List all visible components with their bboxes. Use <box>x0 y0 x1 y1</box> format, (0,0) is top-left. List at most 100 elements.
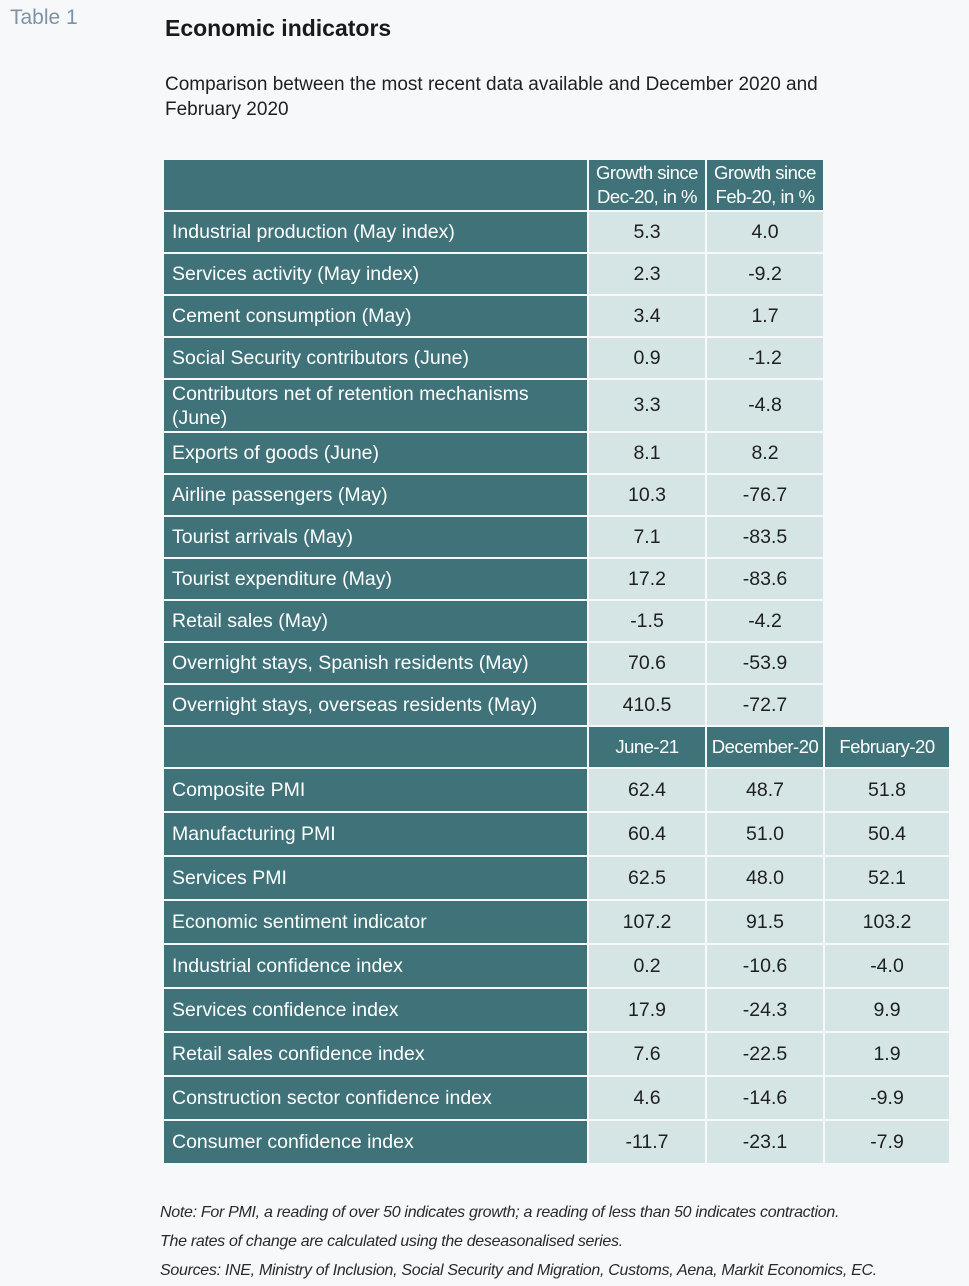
row-label: Airline passengers (May) <box>164 475 587 515</box>
note-sources: Sources: INE, Ministry of Inclusion, Soc… <box>160 1262 877 1279</box>
row-value: 410.5 <box>589 685 705 725</box>
table-row: Tourist arrivals (May) 7.1 -83.5 <box>164 517 949 557</box>
table-row: Industrial production (May index) 5.3 4.0 <box>164 212 949 252</box>
header-growth-feb20: Growth since Feb-20, in % <box>707 160 823 210</box>
table-row: Industrial confidence index 0.2 -10.6 -4.0 <box>164 945 949 987</box>
growth-header-row: Growth since Dec-20, in % Growth since F… <box>164 160 949 210</box>
row-value: 52.1 <box>825 857 949 899</box>
row-value: 0.9 <box>589 338 705 378</box>
row-value: 17.2 <box>589 559 705 599</box>
row-value: 7.1 <box>589 517 705 557</box>
table-row: Overnight stays, Spanish residents (May)… <box>164 643 949 683</box>
economic-indicators-table: Growth since Dec-20, in % Growth since F… <box>162 158 951 1165</box>
row-value: 17.9 <box>589 989 705 1031</box>
table-row: Retail sales (May) -1.5 -4.2 <box>164 601 949 641</box>
row-value: 2.3 <box>589 254 705 294</box>
row-value: -24.3 <box>707 989 823 1031</box>
level-header-row: June-21 December-20 February-20 <box>164 727 949 767</box>
row-value: -4.2 <box>707 601 823 641</box>
header-growth-dec20: Growth since Dec-20, in % <box>589 160 705 210</box>
row-value: 62.4 <box>589 769 705 811</box>
table-row: Social Security contributors (June) 0.9 -1… <box>164 338 949 378</box>
table-row: Overnight stays, overseas residents (May… <box>164 685 949 725</box>
row-value: -76.7 <box>707 475 823 515</box>
row-value: -23.1 <box>707 1121 823 1163</box>
row-value: -72.7 <box>707 685 823 725</box>
row-value: 8.2 <box>707 433 823 473</box>
row-value: 3.4 <box>589 296 705 336</box>
table-row: Composite PMI 62.4 48.7 51.8 <box>164 769 949 811</box>
row-label: Tourist expenditure (May) <box>164 559 587 599</box>
row-label: Services PMI <box>164 857 587 899</box>
row-value: -22.5 <box>707 1033 823 1075</box>
row-label: Composite PMI <box>164 769 587 811</box>
row-label: Contributors net of retention mechanisms… <box>164 380 587 431</box>
row-label: Manufacturing PMI <box>164 813 587 855</box>
row-value: -7.9 <box>825 1121 949 1163</box>
row-value: 1.7 <box>707 296 823 336</box>
row-value: -1.2 <box>707 338 823 378</box>
row-value: -83.6 <box>707 559 823 599</box>
level-rows: Composite PMI 62.4 48.7 51.8 Manufacturing P… <box>164 769 949 1163</box>
row-value: 0.2 <box>589 945 705 987</box>
row-label: Services activity (May index) <box>164 254 587 294</box>
table-number-label: Table 1 <box>10 6 78 29</box>
row-value: 7.6 <box>589 1033 705 1075</box>
row-value: 4.6 <box>589 1077 705 1119</box>
row-value: 4.0 <box>707 212 823 252</box>
table-row: Retail sales confidence index 7.6 -22.5 1.9 <box>164 1033 949 1075</box>
table-row: Services PMI 62.5 48.0 52.1 <box>164 857 949 899</box>
table-row: Economic sentiment indicator 107.2 91.5 103… <box>164 901 949 943</box>
row-value: 48.0 <box>707 857 823 899</box>
row-value: 1.9 <box>825 1033 949 1075</box>
row-value: 3.3 <box>589 380 705 431</box>
row-label: Exports of goods (June) <box>164 433 587 473</box>
growth-rows: Industrial production (May index) 5.3 4.0 S… <box>164 212 949 725</box>
row-value: 51.0 <box>707 813 823 855</box>
row-label: Services confidence index <box>164 989 587 1031</box>
table-row: Services confidence index 17.9 -24.3 9.9 <box>164 989 949 1031</box>
row-label: Retail sales confidence index <box>164 1033 587 1075</box>
row-label: Construction sector confidence index <box>164 1077 587 1119</box>
row-label: Tourist arrivals (May) <box>164 517 587 557</box>
table-row: Services activity (May index) 2.3 -9.2 <box>164 254 949 294</box>
row-label: Overnight stays, overseas residents (May… <box>164 685 587 725</box>
row-value: 107.2 <box>589 901 705 943</box>
row-value: 50.4 <box>825 813 949 855</box>
header-december20: December-20 <box>707 727 823 767</box>
row-value: 103.2 <box>825 901 949 943</box>
row-label: Industrial production (May index) <box>164 212 587 252</box>
table-row: Consumer confidence index -11.7 -23.1 -7.9 <box>164 1121 949 1163</box>
row-label: Industrial confidence index <box>164 945 587 987</box>
table-row: Construction sector confidence index 4.6-… <box>164 1077 949 1119</box>
row-value: 91.5 <box>707 901 823 943</box>
row-value: -4.0 <box>825 945 949 987</box>
row-value: -9.9 <box>825 1077 949 1119</box>
table-row: Tourist expenditure (May) 17.2 -83.6 <box>164 559 949 599</box>
row-value: -10.6 <box>707 945 823 987</box>
row-value: 70.6 <box>589 643 705 683</box>
row-value: -11.7 <box>589 1121 705 1163</box>
header-february20: February-20 <box>825 727 949 767</box>
table-subtitle: Comparison between the most recent data … <box>165 74 818 120</box>
row-label: Social Security contributors (June) <box>164 338 587 378</box>
row-value: 5.3 <box>589 212 705 252</box>
row-label: Economic sentiment indicator <box>164 901 587 943</box>
level-header-blank <box>164 727 587 767</box>
header-june21: June-21 <box>589 727 705 767</box>
note-pmi: Note: For PMI, a reading of over 50 indi… <box>160 1204 840 1221</box>
table-row: Contributors net of retention mechanisms… <box>164 380 949 431</box>
table-row: Exports of goods (June) 8.1 8.2 <box>164 433 949 473</box>
row-value: -1.5 <box>589 601 705 641</box>
row-value: 51.8 <box>825 769 949 811</box>
table-row: Airline passengers (May) 10.3 -76.7 <box>164 475 949 515</box>
table-title: Economic indicators <box>165 15 392 41</box>
row-label: Overnight stays, Spanish residents (May) <box>164 643 587 683</box>
growth-header-blank <box>164 160 587 210</box>
table-row: Manufacturing PMI 60.4 51.0 50.4 <box>164 813 949 855</box>
row-value: -14.6 <box>707 1077 823 1119</box>
table-row: Cement consumption (May) 3.4 1.7 <box>164 296 949 336</box>
row-value: 8.1 <box>589 433 705 473</box>
row-value: 60.4 <box>589 813 705 855</box>
table-notes: Note: For PMI, a reading of over 50 indi… <box>160 1198 960 1285</box>
